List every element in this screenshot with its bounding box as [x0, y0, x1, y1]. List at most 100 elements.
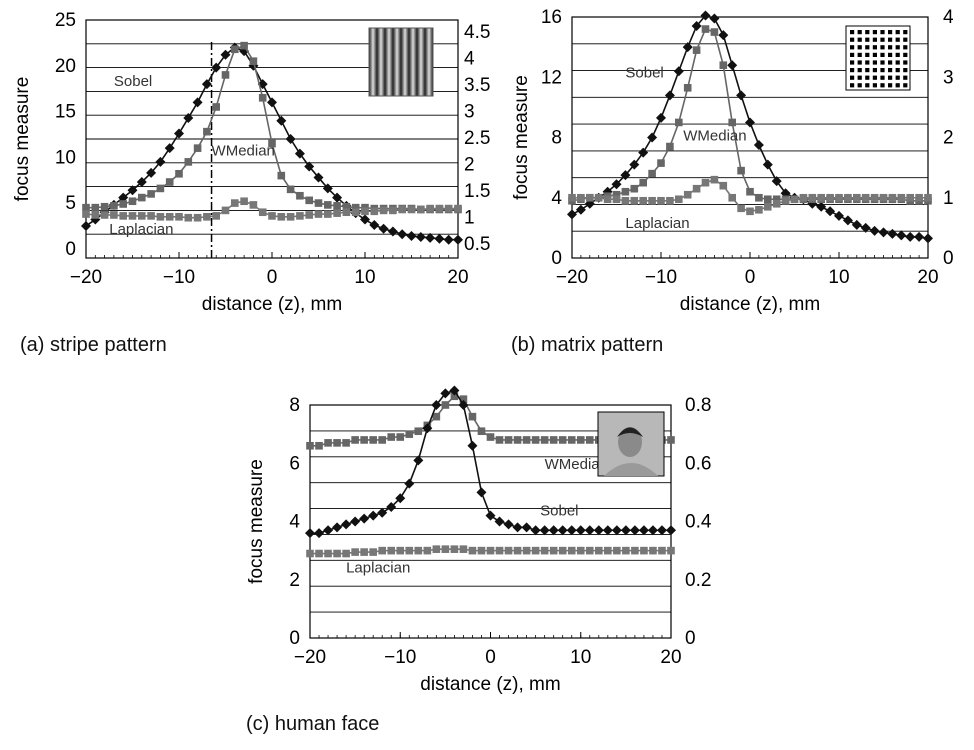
matrix-dot — [880, 52, 885, 57]
data-point — [128, 197, 137, 206]
caption-c: (c) human face — [246, 713, 380, 735]
data-point — [753, 140, 764, 151]
data-point — [413, 455, 424, 466]
data-point — [476, 487, 487, 498]
y-tick-label: 15 — [55, 102, 76, 123]
data-point — [118, 192, 129, 203]
data-point — [128, 212, 137, 220]
data-point — [201, 79, 212, 90]
matrix-dot — [880, 30, 885, 35]
y-tick-label: 0 — [551, 248, 562, 269]
data-point — [127, 185, 138, 196]
data-point — [110, 202, 118, 210]
data-point — [924, 193, 932, 202]
matrix-dot — [865, 52, 870, 57]
data-point — [879, 193, 888, 202]
stripe-pattern-image — [368, 27, 434, 97]
data-point — [304, 161, 315, 172]
data-point — [914, 231, 925, 242]
data-point — [513, 546, 522, 555]
data-point — [648, 169, 656, 178]
data-point — [558, 546, 567, 555]
data-point — [667, 436, 675, 444]
matrix-dot — [903, 75, 908, 80]
matrix-dot — [865, 30, 870, 35]
matrix-dot — [865, 75, 870, 80]
stripe — [377, 28, 385, 96]
matrix-dot — [872, 30, 877, 35]
data-point — [673, 66, 684, 77]
x-axis-label: distance (z), mm — [680, 294, 820, 315]
data-point — [638, 147, 649, 158]
data-point — [314, 210, 323, 218]
data-point — [350, 516, 361, 527]
matrix-dot — [880, 68, 885, 73]
matrix-dot — [888, 75, 893, 80]
data-point — [851, 219, 862, 230]
data-point — [467, 440, 478, 451]
data-point — [755, 193, 763, 202]
series-sobel — [305, 385, 676, 539]
data-point — [378, 223, 389, 234]
data-point — [387, 433, 396, 441]
data-point — [700, 10, 711, 21]
data-point — [156, 213, 165, 221]
data-point — [692, 184, 701, 193]
x-tick-label: 20 — [917, 267, 938, 288]
data-point — [531, 436, 540, 444]
data-point — [762, 159, 773, 170]
matrix-dot — [850, 52, 855, 57]
y2-tick-label: 1.5 — [464, 181, 490, 202]
y-tick-label: 20 — [55, 56, 76, 77]
data-point — [405, 430, 414, 438]
matrix-dot — [857, 52, 862, 57]
matrix-dot — [857, 68, 862, 73]
data-point — [666, 196, 674, 205]
series-label: Laplacian — [346, 559, 410, 576]
data-point — [842, 215, 853, 226]
data-point — [790, 195, 799, 204]
data-point — [710, 175, 719, 184]
data-point — [220, 49, 231, 60]
data-point — [333, 439, 341, 447]
data-point — [621, 187, 630, 196]
data-point — [656, 112, 666, 123]
data-point — [710, 28, 719, 36]
data-point — [834, 210, 844, 221]
caption-a: (a) stripe pattern — [20, 334, 167, 356]
data-point — [324, 549, 332, 558]
data-point — [332, 522, 343, 533]
data-point — [240, 41, 248, 50]
data-point — [324, 439, 332, 447]
series-label: Laplacian — [625, 215, 689, 232]
face — [618, 427, 642, 457]
data-point — [267, 97, 277, 108]
data-point — [378, 546, 386, 555]
data-point — [395, 493, 406, 504]
data-point — [853, 193, 861, 202]
data-point — [165, 213, 174, 221]
matrix-dot — [888, 60, 893, 65]
series-laplacian — [568, 175, 932, 216]
data-point — [398, 205, 406, 214]
data-point — [221, 206, 230, 215]
data-point — [604, 546, 612, 555]
y-axis-label: focus measure — [12, 77, 33, 202]
matrix-dot — [850, 30, 855, 35]
matrix-dot — [850, 60, 855, 65]
y2-tick-label: 2.5 — [464, 128, 490, 149]
data-point — [683, 190, 692, 199]
data-point — [586, 193, 594, 202]
data-point — [450, 392, 459, 401]
data-point — [258, 208, 267, 217]
data-point — [567, 436, 576, 444]
y2-tick-label: 4.5 — [464, 22, 490, 43]
data-point — [593, 525, 604, 536]
data-point — [425, 232, 436, 243]
matrix-dot — [895, 68, 900, 73]
matrix-dot — [895, 45, 900, 50]
data-point — [441, 545, 450, 553]
data-point — [406, 231, 417, 242]
data-point — [915, 193, 923, 202]
